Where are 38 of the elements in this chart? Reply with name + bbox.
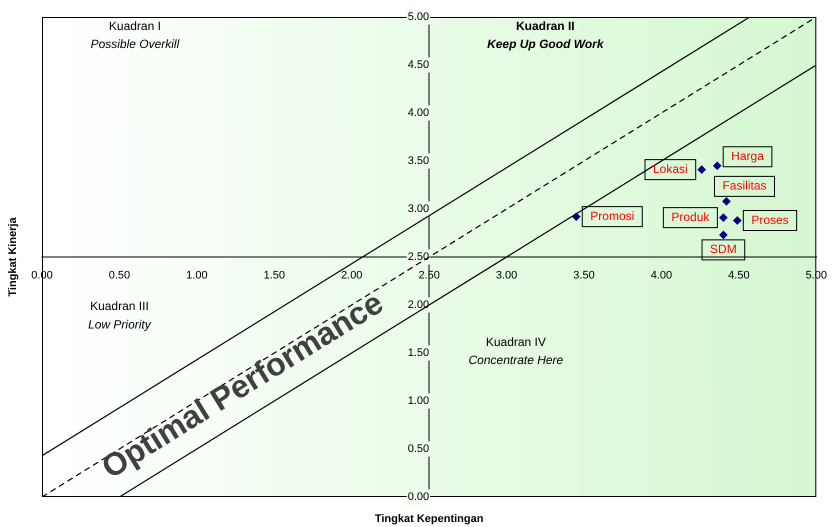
y-tick-label: 5.00 [408, 11, 430, 24]
x-tick-label: 1.50 [264, 270, 285, 282]
y-axis-title: Tingkat Kinerja [7, 216, 20, 297]
data-label: Lokasi [653, 162, 688, 176]
data-label: Produk [671, 210, 710, 224]
data-label: Proses [751, 212, 789, 227]
annotation: Kuadran II Keep Up Good Work [487, 18, 605, 51]
data-label: SDM [710, 242, 737, 256]
data-label: Promosi [590, 208, 634, 223]
point [719, 230, 728, 240]
x-tick-label: 2.00 [341, 270, 362, 282]
y-tick-label: 2.00 [408, 299, 430, 312]
x-tick-label: 0.50 [108, 270, 130, 282]
y-tick-label: 1.00 [408, 395, 430, 408]
y-tick-label: 4.00 [408, 107, 430, 120]
point [719, 214, 728, 222]
y-tick-label: 0.00 [408, 491, 430, 504]
x-tick-label: 3.50 [573, 270, 595, 282]
x-axis-title: Tingkat Kepentingan [374, 513, 484, 526]
data-label: Harga [731, 149, 764, 164]
y-tick-label: 2.50 [408, 251, 430, 264]
y-tick-label: 1.50 [408, 347, 430, 360]
y-tick-label: 3.50 [408, 155, 430, 168]
point [722, 197, 731, 206]
x-tick-label: 4.50 [728, 270, 750, 282]
point [713, 162, 722, 170]
y-tick-label: 0.50 [408, 443, 430, 456]
x-tick-label: 4.00 [650, 270, 672, 282]
annotation: Kuadran I Possible Overkill [90, 18, 180, 51]
x-tick-label: 3.00 [496, 270, 518, 282]
y-tick-label: 4.50 [408, 59, 430, 72]
annotation: Kuadran III Low Priority [88, 299, 152, 332]
x-tick-label: 1.00 [186, 270, 208, 282]
point [733, 216, 742, 225]
point [698, 166, 706, 174]
data-label: Fasilitas [722, 178, 766, 193]
annotation: Kuadran IV Concentrate Here [468, 334, 564, 367]
y-tick-label: 3.00 [408, 203, 430, 216]
